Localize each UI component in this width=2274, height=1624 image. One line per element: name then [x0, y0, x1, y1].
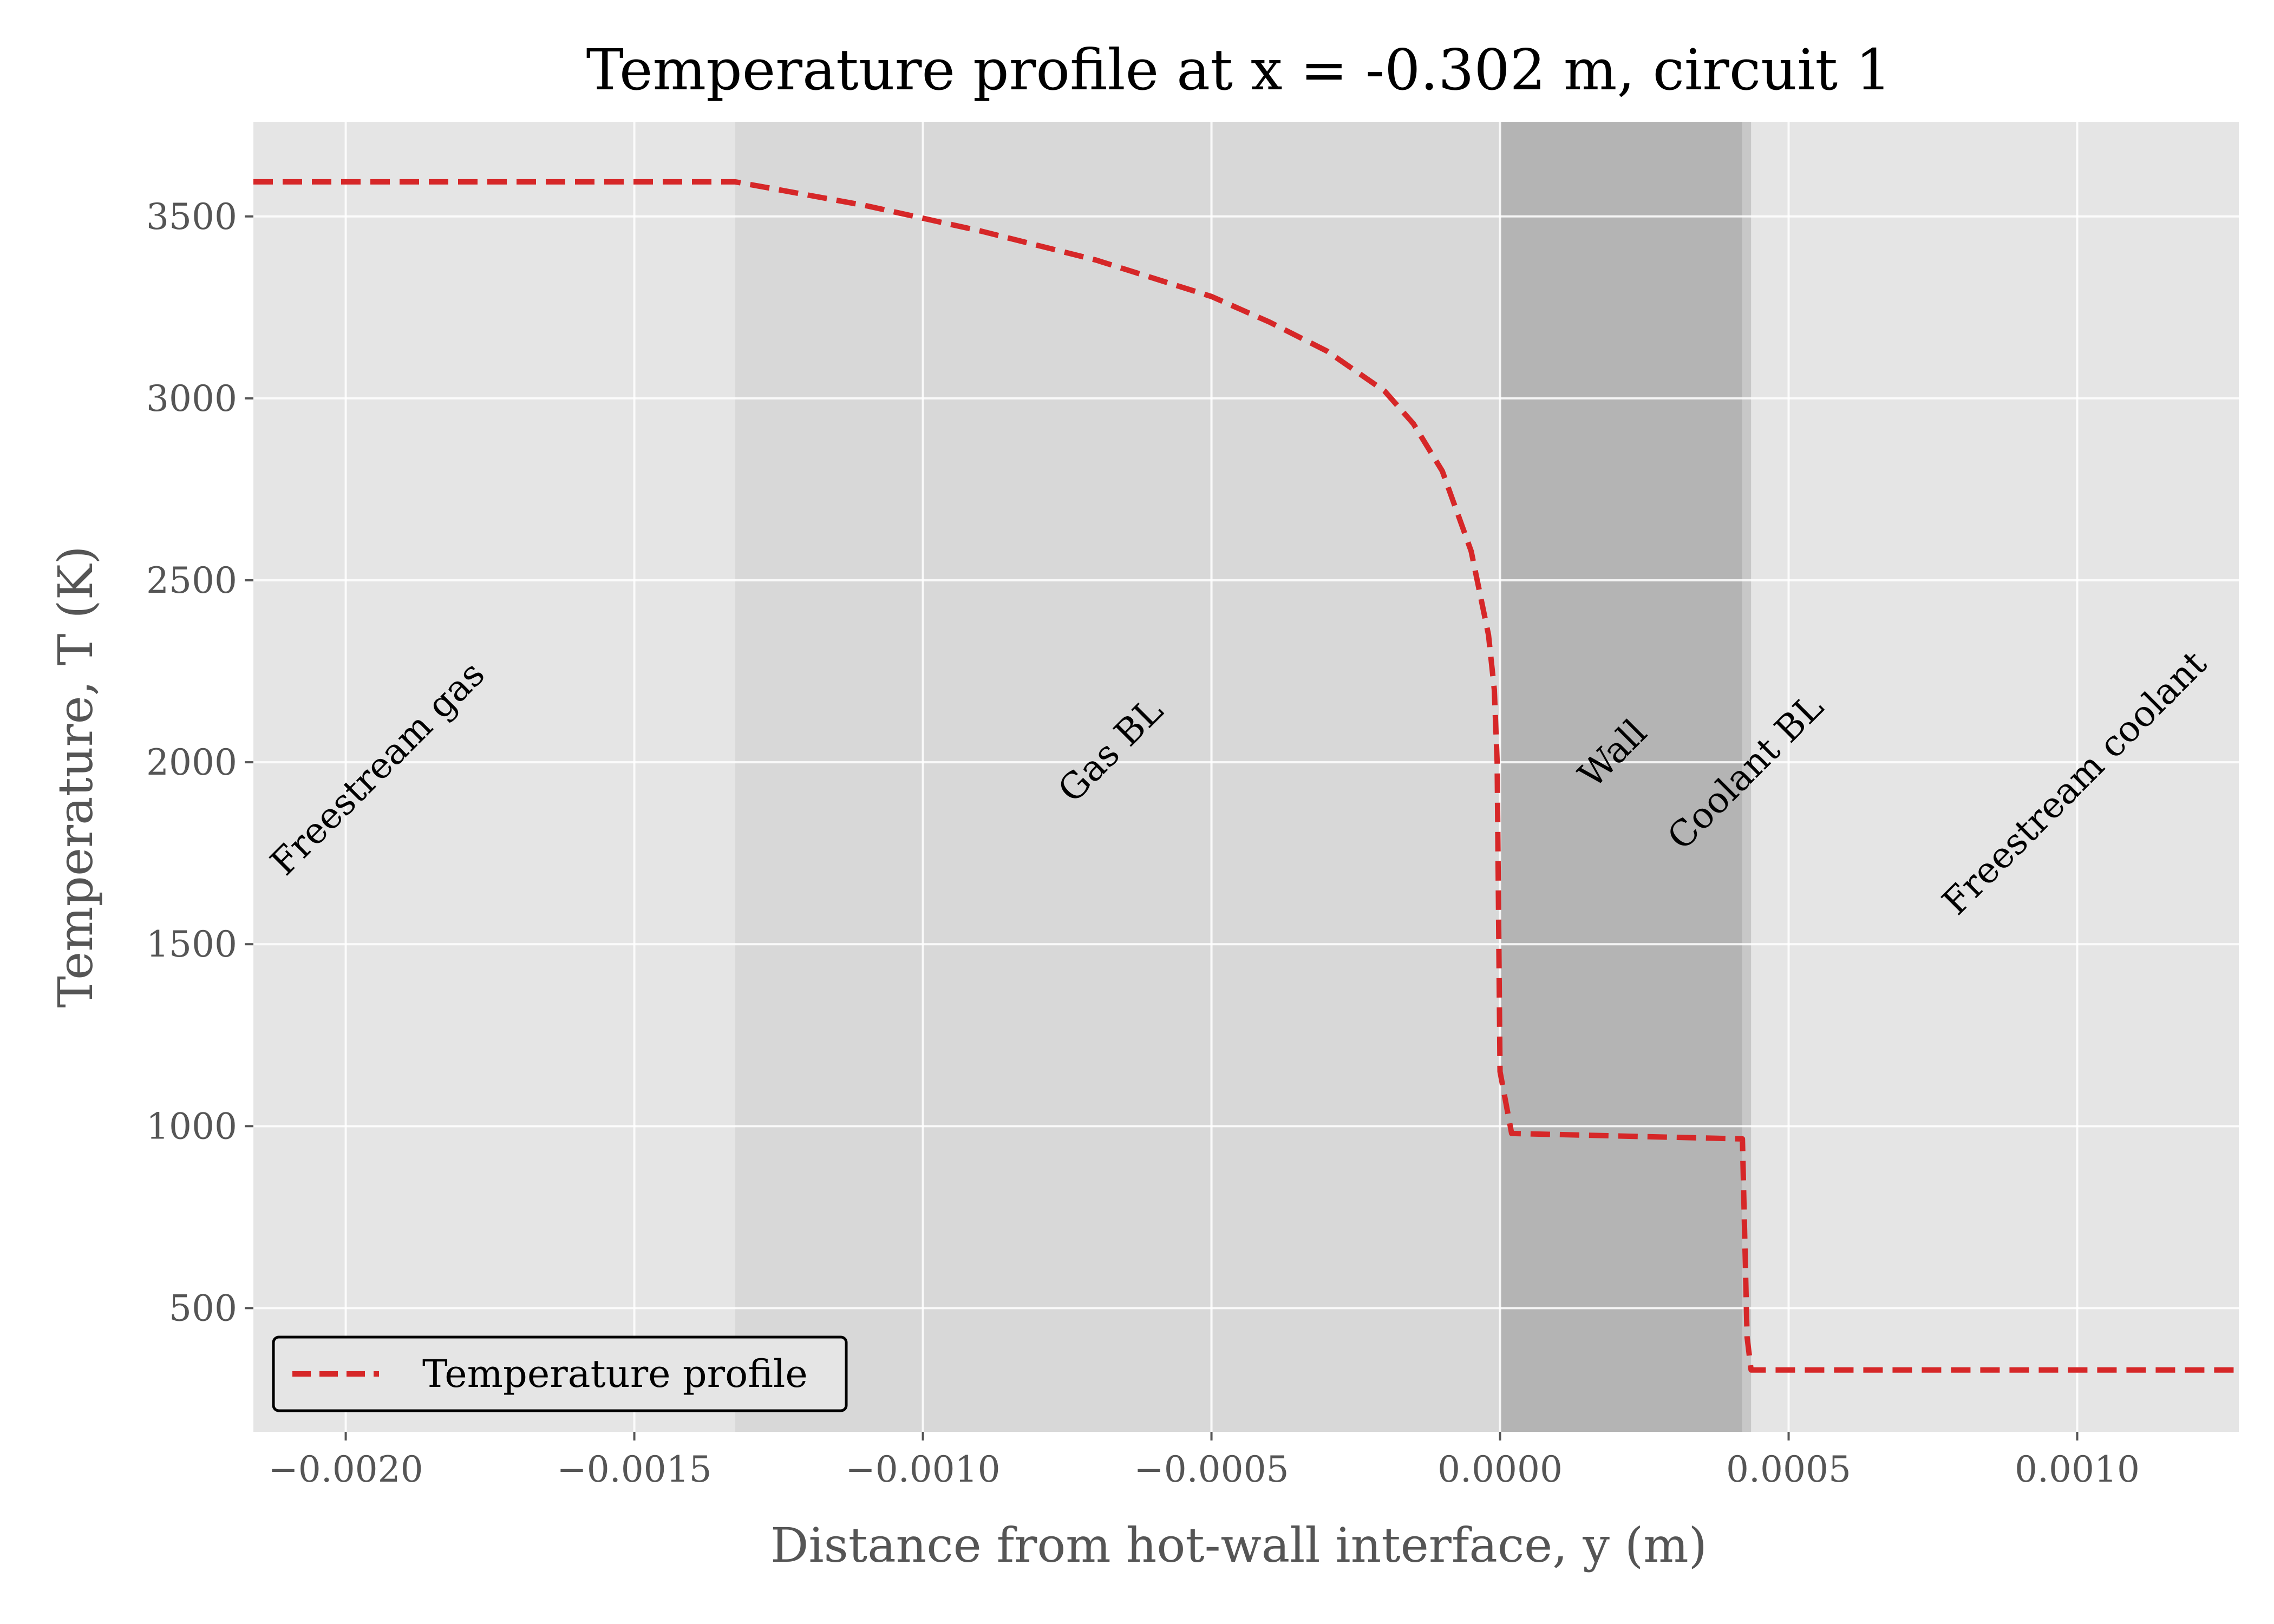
region-band-wall	[1500, 122, 1743, 1432]
series-line-temperature-profile	[253, 179, 2239, 1373]
y-tick-label: 1500	[146, 924, 237, 965]
x-tick-label: −0.0010	[845, 1449, 1000, 1490]
y-axis-label: Temperature, T (K)	[48, 546, 103, 1008]
y-tick-label: 3000	[146, 378, 237, 420]
region-band-coolant-bl	[1742, 122, 1752, 1432]
legend-entry-temperature-profile: Temperature profile	[422, 1352, 808, 1396]
y-tick-label: 3500	[146, 196, 237, 238]
chart-title: Temperature profile at x = -0.302 m, cir…	[586, 37, 1892, 103]
region-bands	[253, 122, 2239, 1432]
x-axis-label: Distance from hot-wall interface, y (m)	[770, 1517, 1707, 1573]
legend-box	[272, 1335, 848, 1412]
y-axis-ticks: 500 1000 1500 2000 2500 3000 3500	[146, 196, 253, 1329]
x-tick-label: 0.0005	[1726, 1449, 1851, 1490]
y-tick-label: 2000	[146, 742, 237, 783]
y-tick-label: 500	[169, 1287, 237, 1329]
x-axis-ticks: −0.0020 −0.0015 −0.0010 −0.0005 0.0000 0.0005…	[268, 1432, 2140, 1490]
y-tick-label: 2500	[146, 560, 237, 601]
x-tick-label: −0.0005	[1134, 1449, 1289, 1490]
grid-lines	[253, 122, 2239, 1432]
x-tick-label: −0.0015	[557, 1449, 711, 1490]
region-band-freestream-coolant	[1751, 122, 2239, 1432]
region-band-freestream-gas	[253, 122, 736, 1432]
x-tick-label: −0.0020	[268, 1449, 423, 1490]
region-band-gas-bl	[735, 122, 1500, 1432]
y-tick-label: 1000	[146, 1105, 237, 1147]
series-layer	[253, 179, 2239, 1373]
x-tick-label: 0.0010	[2015, 1449, 2140, 1490]
legend: Temperature profile	[272, 1335, 848, 1412]
x-tick-label: 0.0000	[1437, 1449, 1563, 1490]
